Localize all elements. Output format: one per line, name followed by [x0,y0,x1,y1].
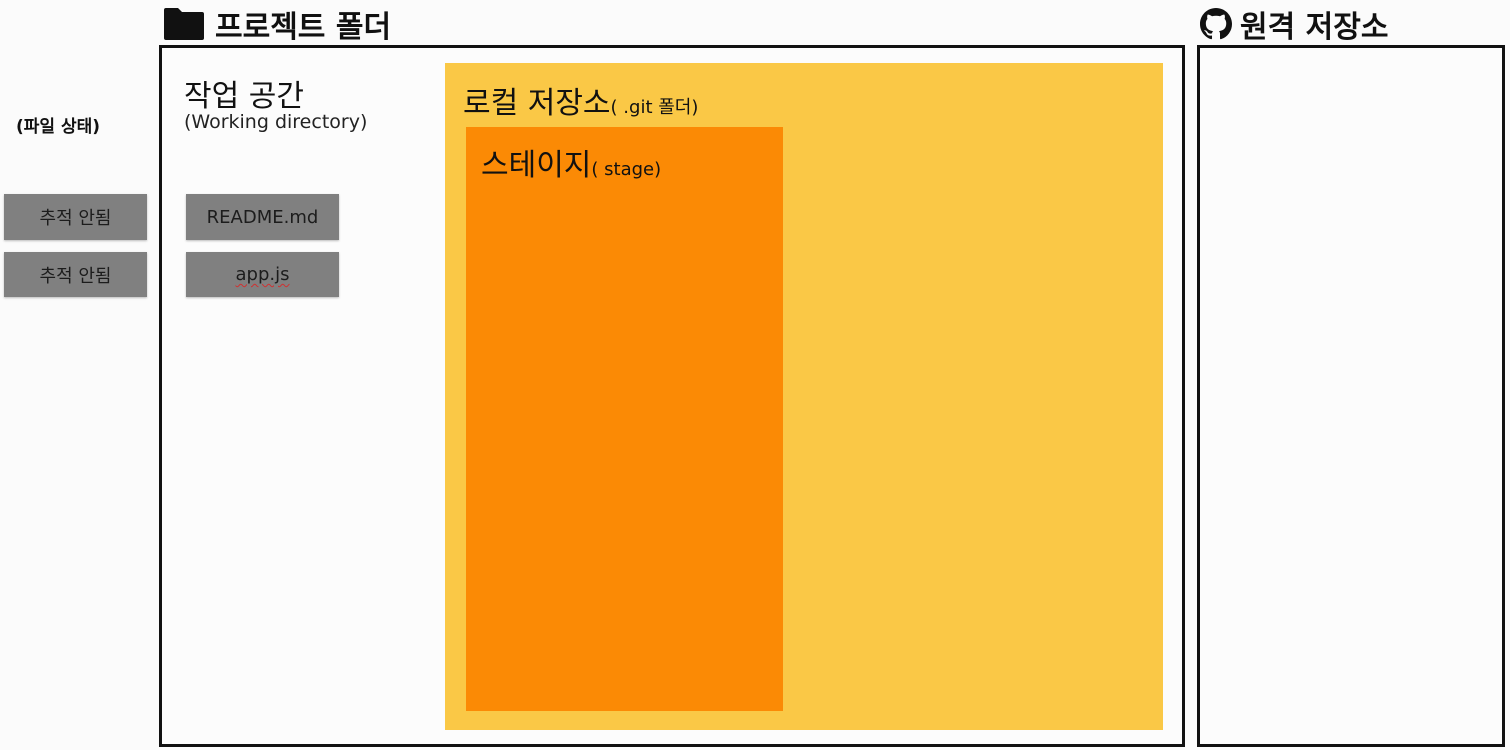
file-name: app.js [235,264,290,285]
remote-repo-box [1197,45,1505,747]
file-status-badge: 추적 안됨 [4,194,147,240]
folder-icon [163,7,205,41]
stage-heading: 스테이지( stage) [481,140,661,184]
file-item-app-js[interactable]: app.js [186,252,339,297]
stage-area: 스테이지( stage) [466,127,783,711]
local-repo-title: 로컬 저장소 [463,86,611,121]
file-status-badge: 추적 안됨 [4,252,147,297]
file-item-readme[interactable]: README.md [186,194,339,240]
stage-subtitle: ( stage) [591,159,662,180]
local-repo-heading: 로컬 저장소( .git 폴더) [463,78,698,122]
github-icon [1200,8,1232,40]
local-repo-subtitle: ( .git 폴더) [610,97,699,118]
file-status-label: (파일 상태) [16,117,101,137]
stage-title: 스테이지 [481,148,592,183]
working-directory-subtitle: (Working directory) [184,111,368,133]
file-name: README.md [206,206,319,228]
remote-repo-header: 원격 저장소 [1200,2,1388,46]
working-directory-title: 작업 공간 [184,79,304,114]
file-status-text: 추적 안됨 [39,265,112,287]
project-folder-header: 프로젝트 폴더 [163,2,391,46]
project-folder-title: 프로젝트 폴더 [215,10,392,45]
remote-repo-title: 원격 저장소 [1240,10,1389,45]
file-status-text: 추적 안됨 [39,208,112,229]
